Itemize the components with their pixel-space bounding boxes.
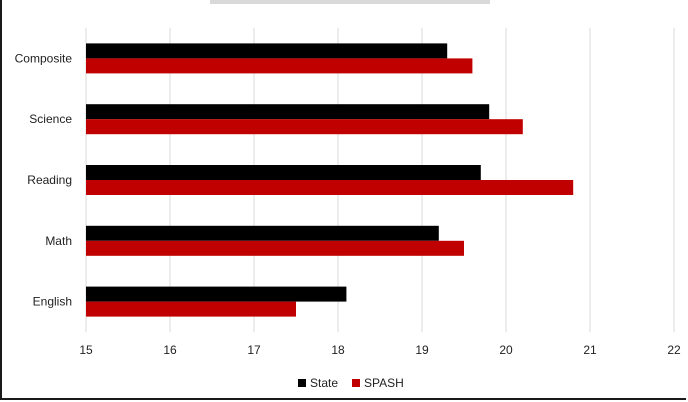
bar-spash-reading xyxy=(86,180,574,195)
legend-label-spash: SPASH xyxy=(364,376,404,390)
x-tick-label: 20 xyxy=(499,343,513,357)
x-tick-label: 15 xyxy=(79,343,93,357)
bar-spash-science xyxy=(86,119,523,135)
x-tick-label: 16 xyxy=(163,343,177,357)
category-label: Composite xyxy=(15,51,73,65)
bar-spash-composite xyxy=(86,58,473,74)
category-labels: Composite Science Reading Math English xyxy=(15,51,73,308)
bar-state-english xyxy=(86,286,347,302)
x-tick-label: 19 xyxy=(415,343,429,357)
x-tick-labels: 15 16 17 18 19 20 21 22 xyxy=(79,343,681,357)
chart-title-fragment xyxy=(210,0,490,4)
category-label: Science xyxy=(29,112,72,126)
bar-state-reading xyxy=(86,165,481,180)
legend-label-state: State xyxy=(310,376,338,390)
bar-state-science xyxy=(86,104,490,120)
category-label: Reading xyxy=(27,173,72,187)
category-label: Math xyxy=(45,234,72,248)
bar-state-composite xyxy=(86,43,448,59)
category-label: English xyxy=(33,295,72,309)
x-tick-label: 21 xyxy=(583,343,597,357)
x-tick-label: 17 xyxy=(247,343,261,357)
legend-swatch-spash xyxy=(352,379,360,387)
legend-swatch-state xyxy=(298,379,306,387)
legend: State SPASH xyxy=(298,376,404,390)
bar-spash-english xyxy=(86,301,296,317)
x-tick-label: 18 xyxy=(331,343,345,357)
bars xyxy=(86,43,574,317)
bar-state-math xyxy=(86,225,439,241)
x-tick-label: 22 xyxy=(667,343,681,357)
bar-spash-math xyxy=(86,240,464,256)
